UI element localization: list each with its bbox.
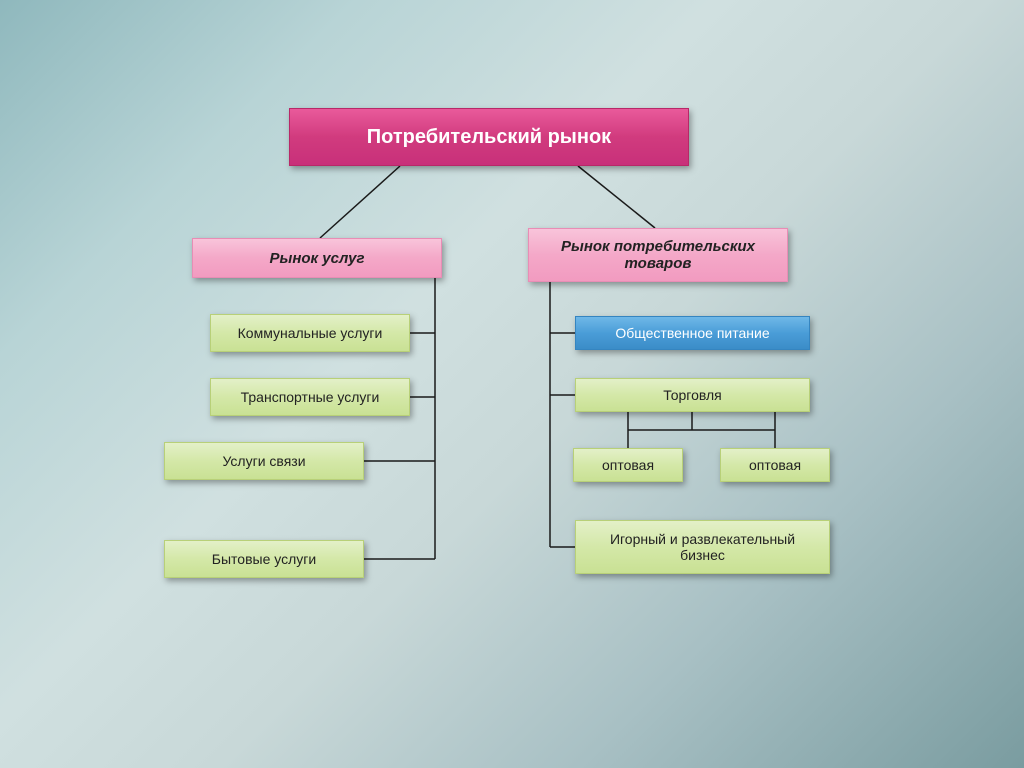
node-comm-link: Услуги связи — [164, 442, 364, 480]
node-wholesale1-label: оптовая — [602, 457, 654, 473]
node-comm-link-label: Услуги связи — [222, 453, 305, 469]
node-catering: Общественное питание — [575, 316, 810, 350]
node-services-label: Рынок услуг — [270, 250, 365, 267]
node-trade-label: Торговля — [663, 387, 721, 403]
node-services: Рынок услуг — [192, 238, 442, 278]
node-goods-label: Рынок потребительских товаров — [539, 238, 777, 272]
node-household: Бытовые услуги — [164, 540, 364, 578]
node-communal: Коммунальные услуги — [210, 314, 410, 352]
node-household-label: Бытовые услуги — [212, 551, 316, 567]
node-trade: Торговля — [575, 378, 810, 412]
node-communal-label: Коммунальные услуги — [238, 325, 383, 341]
node-root: Потребительский рынок — [289, 108, 689, 166]
node-wholesale2-label: оптовая — [749, 457, 801, 473]
node-transport: Транспортные услуги — [210, 378, 410, 416]
node-transport-label: Транспортные услуги — [241, 389, 380, 405]
node-catering-label: Общественное питание — [615, 325, 769, 341]
node-gambling-label: Игорный и развлекательный бизнес — [594, 531, 811, 563]
node-wholesale1: оптовая — [573, 448, 683, 482]
node-goods: Рынок потребительских товаров — [528, 228, 788, 282]
node-gambling: Игорный и развлекательный бизнес — [575, 520, 830, 574]
node-root-label: Потребительский рынок — [367, 126, 611, 149]
node-wholesale2: оптовая — [720, 448, 830, 482]
